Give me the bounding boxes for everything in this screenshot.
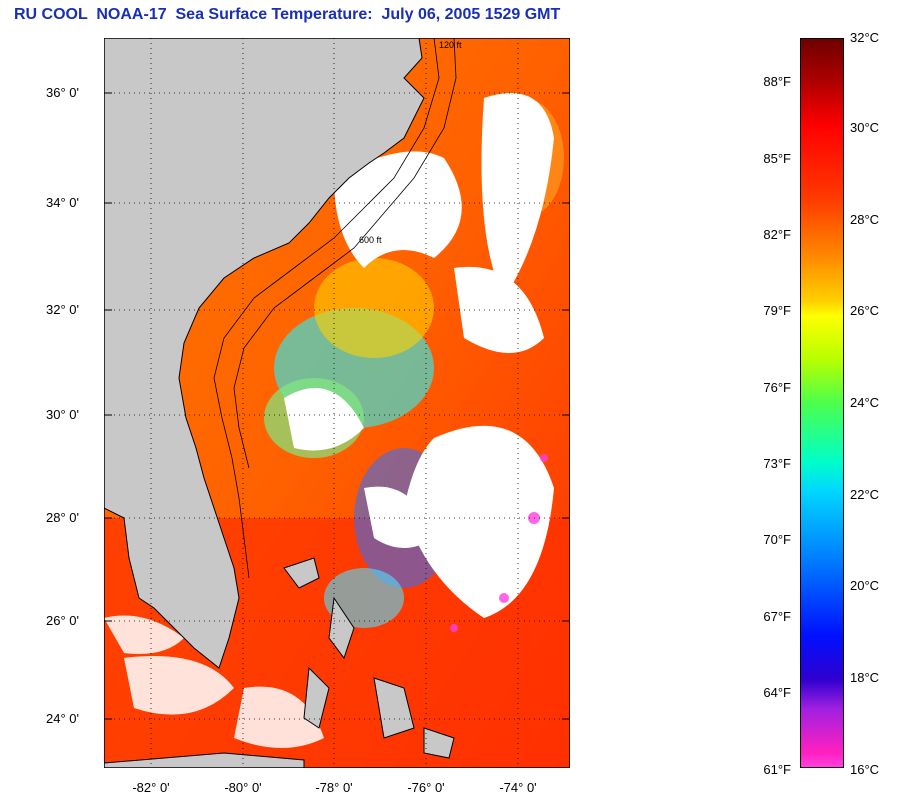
cb-f-73: 73°F bbox=[763, 456, 791, 471]
cb-f-88: 88°F bbox=[763, 74, 791, 89]
cb-c-22: 22°C bbox=[850, 487, 880, 502]
lat-label-26: 26° 0' bbox=[46, 613, 79, 628]
cb-c-16: 16°C bbox=[850, 762, 880, 777]
cb-f-79: 79°F bbox=[763, 303, 791, 318]
cb-f-82: 82°F bbox=[763, 227, 791, 242]
lon-label-80: -80° 0' bbox=[224, 780, 262, 795]
cb-f-70: 70°F bbox=[763, 532, 791, 547]
lat-label-24: 24° 0' bbox=[46, 711, 79, 726]
cb-c-26: 26°C bbox=[850, 303, 880, 318]
cb-c-20: 20°C bbox=[850, 578, 880, 593]
lon-label-74: -74° 0' bbox=[499, 780, 537, 795]
lat-label-28: 28° 0' bbox=[46, 510, 79, 525]
lon-label-76: -76° 0' bbox=[407, 780, 445, 795]
sst-map: 120 ft 600 ft bbox=[104, 38, 570, 768]
temperature-colorbar bbox=[800, 38, 844, 768]
cb-c-30: 30°C bbox=[850, 120, 880, 135]
graticule bbox=[104, 38, 570, 768]
cb-c-28: 28°C bbox=[850, 212, 880, 227]
lat-label-36: 36° 0' bbox=[46, 85, 79, 100]
lon-label-78: -78° 0' bbox=[315, 780, 353, 795]
bahamas-islands bbox=[283, 557, 455, 759]
lat-label-32: 32° 0' bbox=[46, 302, 79, 317]
cb-f-85: 85°F bbox=[763, 151, 791, 166]
lat-label-30: 30° 0' bbox=[46, 407, 79, 422]
cb-f-76: 76°F bbox=[763, 380, 791, 395]
cb-f-64: 64°F bbox=[763, 685, 791, 700]
lon-label-82: -82° 0' bbox=[132, 780, 170, 795]
contour-label-600: 600 ft bbox=[359, 235, 382, 245]
cb-f-61: 61°F bbox=[763, 762, 791, 777]
cb-c-32: 32°C bbox=[850, 30, 880, 45]
cb-f-67: 67°F bbox=[763, 609, 791, 624]
map-title: RU COOL NOAA-17 Sea Surface Temperature:… bbox=[14, 6, 561, 23]
land-mass bbox=[104, 38, 425, 669]
cb-c-18: 18°C bbox=[850, 670, 880, 685]
cb-c-24: 24°C bbox=[850, 395, 880, 410]
contour-label-120: 120 ft bbox=[439, 40, 462, 50]
lat-label-34: 34° 0' bbox=[46, 195, 79, 210]
